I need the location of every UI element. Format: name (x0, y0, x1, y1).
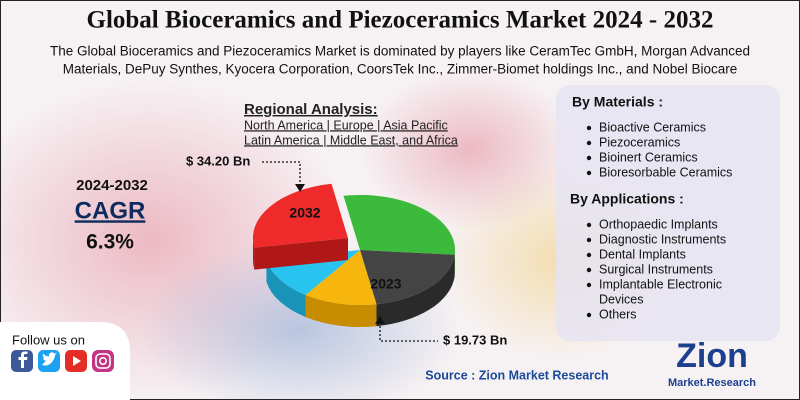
regional-title: Regional Analysis: (244, 101, 378, 118)
pie-label: 2032 (289, 205, 320, 221)
segment-item: Bioresorbable Ceramics (599, 165, 732, 179)
segment-item: Implantable Electronic (599, 277, 722, 291)
callout-arrow (375, 316, 385, 324)
bullet (586, 312, 592, 318)
social-title: Follow us on (12, 332, 85, 347)
bullet (586, 237, 592, 243)
pie-label: 2023 (370, 276, 401, 292)
segment-item: Bioinert Ceramics (599, 150, 698, 164)
regional-line: Latin America | Middle East, and Africa (244, 133, 458, 147)
pie-side (266, 259, 306, 317)
pie-side (254, 238, 348, 270)
subtitle: The Global Bioceramics and Piezoceramics… (50, 44, 750, 59)
regional-line: North America | Europe | Asia Pacific (244, 118, 448, 132)
pie-slice (343, 194, 455, 255)
segment-item: Diagnostic Instruments (599, 232, 726, 246)
pie-slice (305, 250, 377, 306)
cagr-value: 6.3% (86, 231, 134, 254)
logo-name: Zion (676, 337, 748, 375)
segment-item: Surgical Instruments (599, 262, 713, 276)
bullet (586, 267, 592, 273)
title: Global Bioceramics and Piezoceramics Mar… (87, 7, 714, 34)
segment-item: Piezoceramics (599, 135, 680, 149)
callout-line (379, 322, 438, 342)
bullet (586, 252, 592, 258)
bullet (586, 140, 592, 146)
cagr-period: 2024-2032 (76, 177, 148, 194)
segments-panel (556, 85, 780, 341)
bullet (586, 155, 592, 161)
segment-item: Devices (599, 292, 643, 306)
bullet (586, 222, 592, 228)
segments-list: By Materials : Bioactive CeramicsPiezocer… (570, 94, 732, 322)
cagr-label: CAGR (75, 197, 146, 224)
pie-slice (360, 250, 455, 305)
segment-title: By Applications : (570, 191, 684, 207)
callout-value: $ 34.20 Bn (186, 153, 250, 168)
bullet (586, 125, 592, 131)
segment-title: By Materials : (572, 94, 663, 110)
bullet (586, 170, 592, 176)
pie-side (305, 295, 377, 328)
youtube-glyph (73, 356, 81, 366)
pie-slice (252, 183, 348, 248)
facebook-glyph (18, 351, 28, 368)
pie-side (376, 254, 455, 327)
bullet (586, 282, 592, 288)
instagram-glyph (95, 353, 111, 369)
instagram-glyph (99, 356, 108, 365)
callout-value: $ 19.73 Bn (443, 332, 507, 347)
pie-side (252, 238, 255, 270)
source: Source : Zion Market Research (425, 368, 608, 382)
callout-arrow (295, 184, 305, 192)
callout-line (262, 161, 301, 186)
subtitle: Materials, DePuy Synthes, Kyocera Corpor… (63, 62, 738, 77)
twitter-glyph (42, 352, 57, 366)
segment-item: Orthopaedic Implants (599, 217, 718, 231)
logo-sub: Market.Research (668, 377, 756, 389)
segment-item: Bioactive Ceramics (599, 120, 706, 134)
background-blur (360, 70, 580, 230)
segment-item: Dental Implants (599, 247, 686, 261)
segment-item: Others (599, 307, 637, 321)
